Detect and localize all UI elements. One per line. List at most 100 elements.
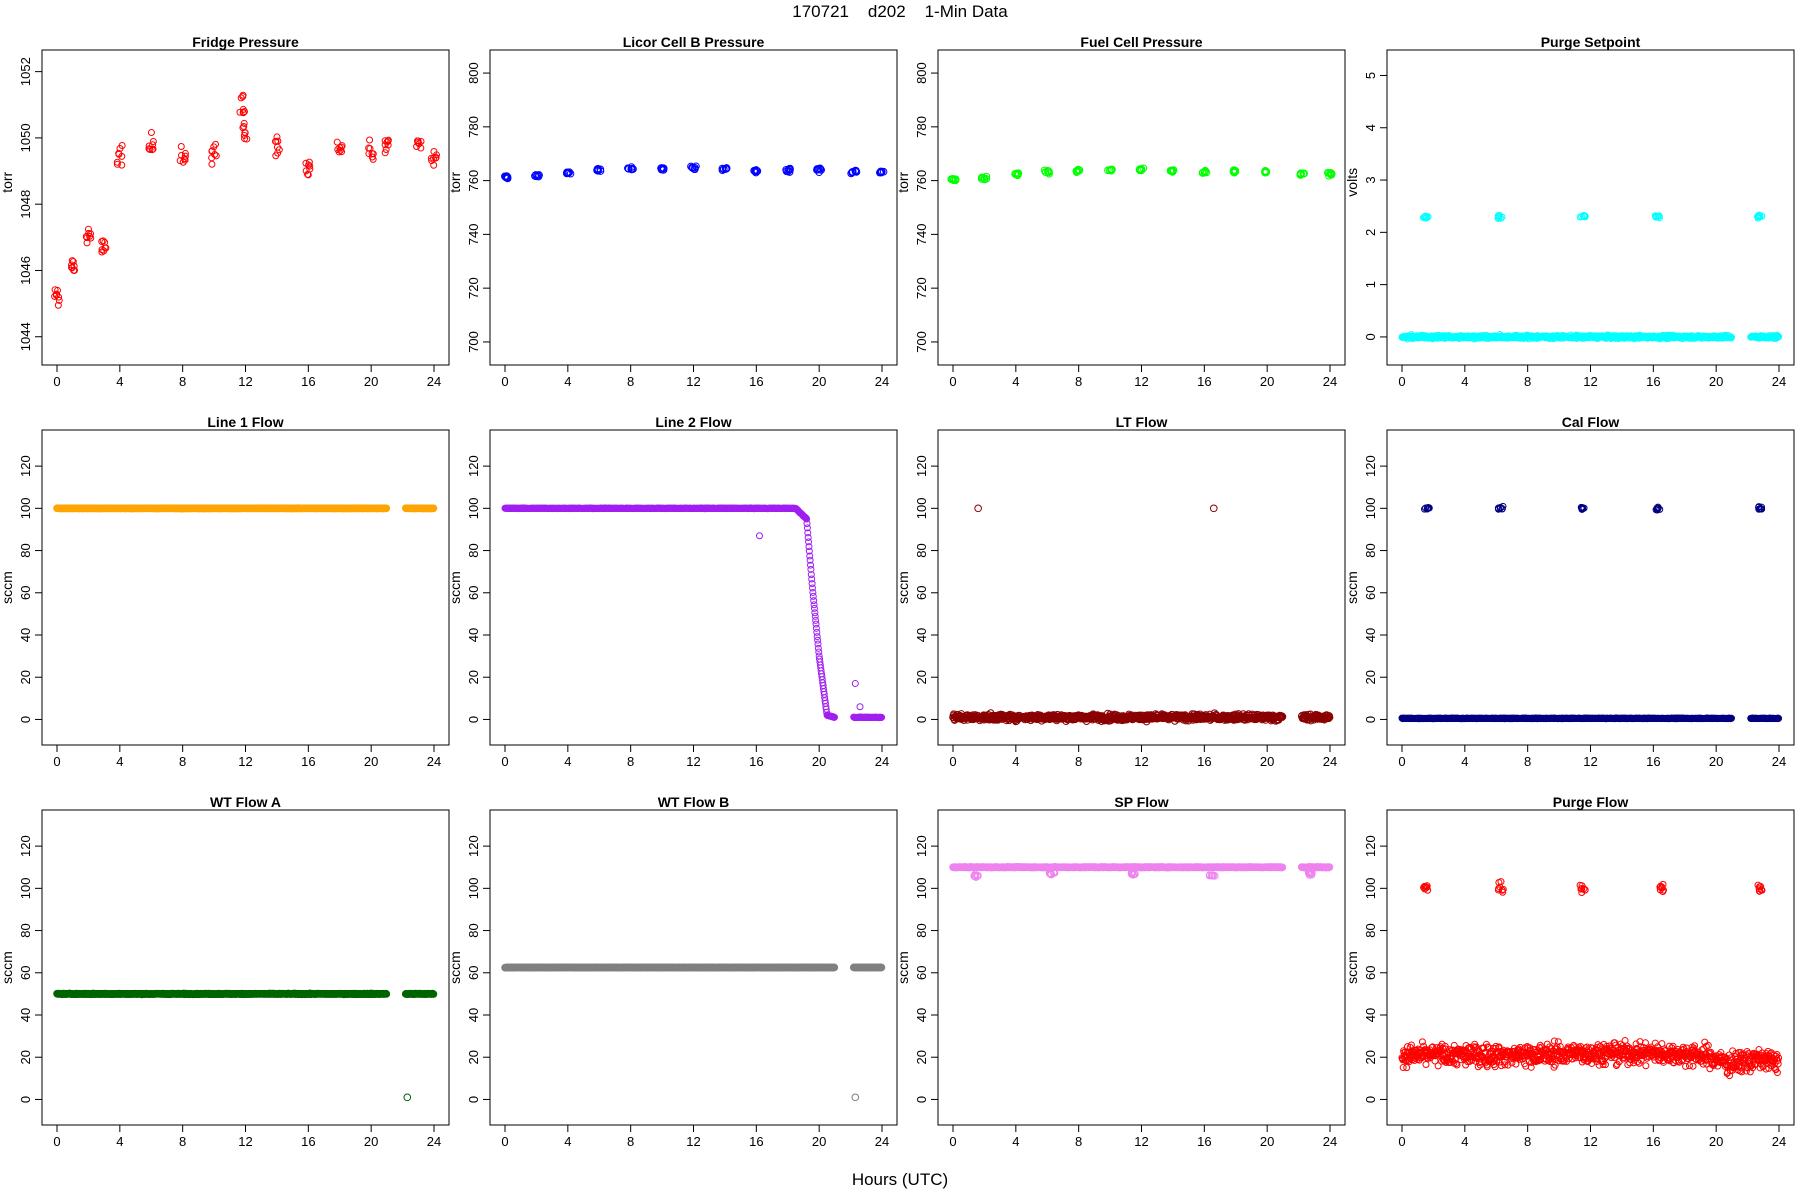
data-point [417,144,425,152]
data-point [593,166,601,175]
data-point [1327,169,1336,178]
y-tick-label: 700 [914,331,929,353]
data-point [181,152,189,160]
data-point [236,108,244,116]
x-tick-label: 16 [1197,754,1211,769]
x-tick-label: 8 [627,754,634,769]
data-point [1655,214,1663,222]
y-tick-label: 780 [914,116,929,138]
y-tick-label: 740 [914,224,929,246]
data-point [428,157,436,165]
data-point [239,91,247,99]
panel-title: Fuel Cell Pressure [1080,34,1202,50]
data-point [1494,212,1502,220]
x-tick-label: 24 [427,754,441,769]
data-point [369,150,377,158]
x-tick-label: 4 [1461,754,1468,769]
y-axis-label: sccm [0,571,15,604]
x-tick-label: 16 [301,754,315,769]
data-point [240,119,248,127]
x-tick-label: 4 [564,374,571,389]
panel-title: Purge Setpoint [1541,34,1641,50]
data-point [87,234,95,242]
data-point [564,169,572,177]
data-point [852,168,861,176]
data-point [718,166,727,174]
x-tick-label: 24 [1772,374,1786,389]
data-point [1168,168,1177,176]
data-point [181,149,189,157]
x-tick-label: 0 [501,754,508,769]
x-tick-label: 8 [1075,754,1082,769]
y-tick-label: 0 [1363,333,1378,340]
y-axis-label: volts [1344,168,1360,197]
data-point [531,171,540,179]
data-point [239,109,247,117]
x-tick-label: 24 [875,374,889,389]
x-tick-label: 0 [1398,754,1405,769]
y-tick-label: 1044 [18,322,33,351]
y-tick-label: 40 [466,628,481,642]
data-point [947,175,955,184]
x-tick-label: 0 [949,754,956,769]
plot-frame [489,49,898,366]
data-point [1045,167,1053,176]
y-tick-label: 800 [914,62,929,84]
data-point [115,150,123,158]
data-point [753,167,762,175]
data-point [752,166,760,174]
data-point [384,141,392,149]
data-point [563,168,571,177]
data-point [1135,165,1144,174]
y-axis-label: torr [895,171,911,192]
x-tick-label: 20 [1709,374,1723,389]
y-tick-label: 720 [466,277,481,299]
y-tick-label: 760 [466,170,481,192]
data-point [1754,213,1762,221]
x-tick-label: 24 [1323,754,1337,769]
data-point [305,158,313,166]
data-point [720,165,728,173]
data-point [53,290,61,298]
data-point [629,165,637,173]
data-point [414,137,422,145]
data-point [974,504,982,513]
y-axis-label: sccm [895,571,911,604]
x-tick-label: 4 [1012,374,1019,389]
data-point [624,164,632,173]
x-tick-label: 12 [1134,754,1148,769]
data-point [69,258,77,266]
data-point [71,266,79,274]
y-tick-label: 780 [466,116,481,138]
x-tick-label: 4 [1012,754,1019,769]
plot-frame [937,49,1346,366]
data-point [1072,168,1081,176]
data-point [1300,169,1308,178]
data-point [1498,213,1506,221]
data-point [84,225,92,233]
y-tick-label: 60 [18,586,33,600]
panel-title: Fridge Pressure [192,34,299,50]
y-tick-label: 120 [18,455,33,477]
data-point [302,167,310,175]
plot-frame [41,429,450,746]
data-point [659,164,668,173]
y-tick-label: 80 [914,543,929,557]
y-tick-label: 80 [466,543,481,557]
x-tick-label: 12 [238,754,252,769]
y-axis-label: sccm [1344,571,1360,604]
y-tick-label: 60 [1363,586,1378,600]
y-tick-label: 120 [1363,455,1378,477]
data-point [149,141,157,149]
x-tick-label: 8 [179,374,186,389]
y-axis-label: torr [0,171,15,192]
y-tick-label: 40 [18,628,33,642]
panel-title: Cal Flow [1562,414,1620,430]
data-point [147,128,155,136]
data-point [336,146,344,154]
x-tick-label: 12 [686,754,700,769]
